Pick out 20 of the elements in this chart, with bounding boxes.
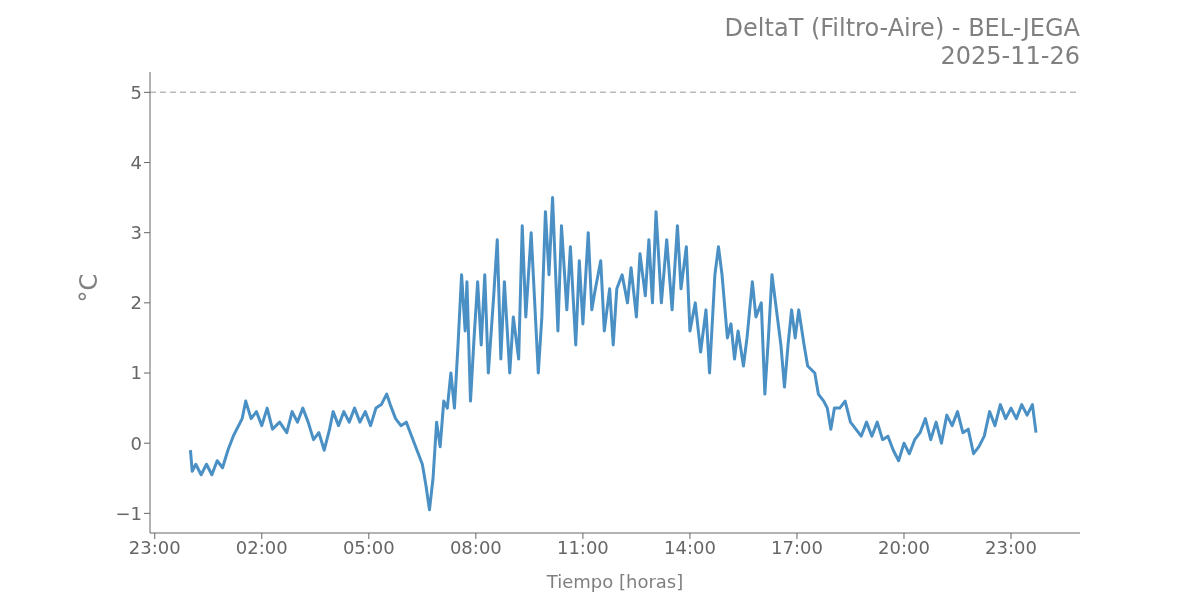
y-tick-label: 1 — [130, 362, 142, 384]
x-tick-label: 05:00 — [342, 536, 395, 558]
y-tick-label: 0 — [130, 432, 142, 454]
y-tick-label: 2 — [130, 292, 142, 314]
y-tick-label: 5 — [130, 81, 142, 103]
y-axis-title: °C — [74, 273, 103, 303]
y-tick-label: 4 — [130, 151, 142, 173]
x-tick-label: 17:00 — [771, 536, 823, 558]
x-tick-label: 23:00 — [128, 536, 181, 558]
x-tick-label: 14:00 — [663, 536, 716, 558]
x-tick-label: 11:00 — [556, 536, 609, 558]
x-tick-label: 02:00 — [235, 536, 288, 558]
x-tick-label: 23:00 — [985, 536, 1037, 558]
line-series — [188, 196, 1038, 512]
y-tick-label: 3 — [130, 222, 142, 244]
chart-title: DeltaT (Filtro-Aire) - BEL-JEGA 2025-11-26 — [724, 14, 1080, 70]
y-tick-label: −1 — [115, 502, 142, 524]
x-tick-label: 20:00 — [878, 536, 930, 558]
x-tick-label: 08:00 — [449, 536, 502, 558]
x-axis-title: Tiempo [horas] — [545, 571, 684, 592]
